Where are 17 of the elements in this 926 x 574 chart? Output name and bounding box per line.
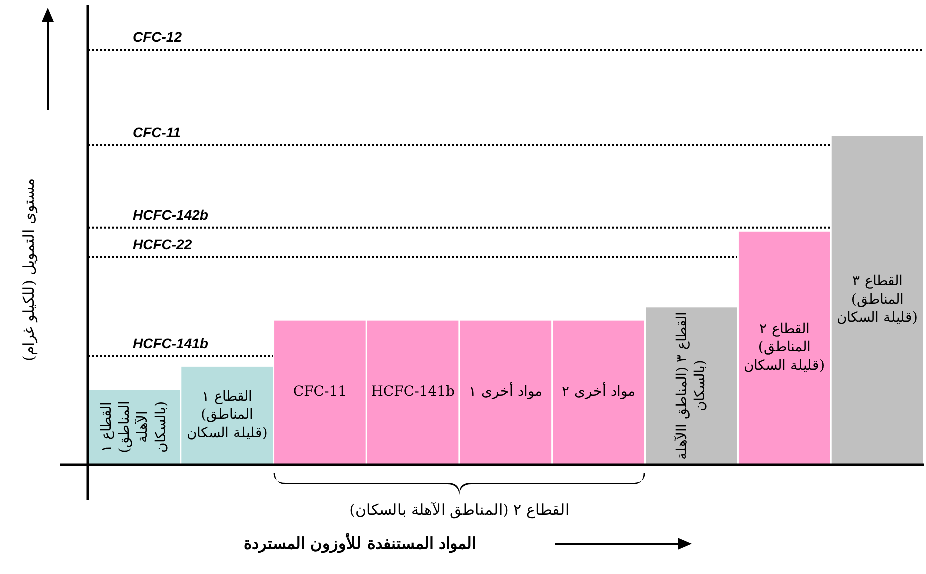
ref-line-label: HCFC-22 (133, 236, 192, 252)
x-tick-label: مواد أخرى ٢ (562, 381, 636, 400)
y-axis-title: مستوى التمويل (للكيلو غرام) (20, 178, 38, 362)
x-tick-label: القطاع ٣ (المناطق قليلة السكان) (837, 274, 918, 326)
text: القطاع ٢ (المناطق الآهلة بالسكان) (350, 501, 570, 519)
ref-line-label: CFC-11 (133, 124, 182, 141)
ref-line-label: HCFC-142b (133, 206, 209, 223)
x-tick-label: القطاع ٣ (المناطق االآهلة بالسكان) (673, 312, 709, 460)
x-tick-label: CFC-11 (293, 384, 348, 400)
x-tick-label: القطاع ١ (المناطق قليلة السكان) (186, 389, 268, 442)
x-tick-label: القطاع ١ (المناطق الآهلة بالسكان) (98, 400, 170, 454)
x-tick-label: مواد أخرى ١ (469, 381, 543, 400)
ref-line-label: HCFC-141b (133, 335, 209, 352)
x-axis-title: المواد المستنفدة للأوزون المستردة (244, 533, 476, 554)
x-tick-label: القطاع ٢ (المناطق قليلة السكان) (744, 322, 826, 374)
ref-line-label: CFC-12 (133, 29, 182, 45)
x-tick-label: HCFC-141b (371, 384, 456, 400)
